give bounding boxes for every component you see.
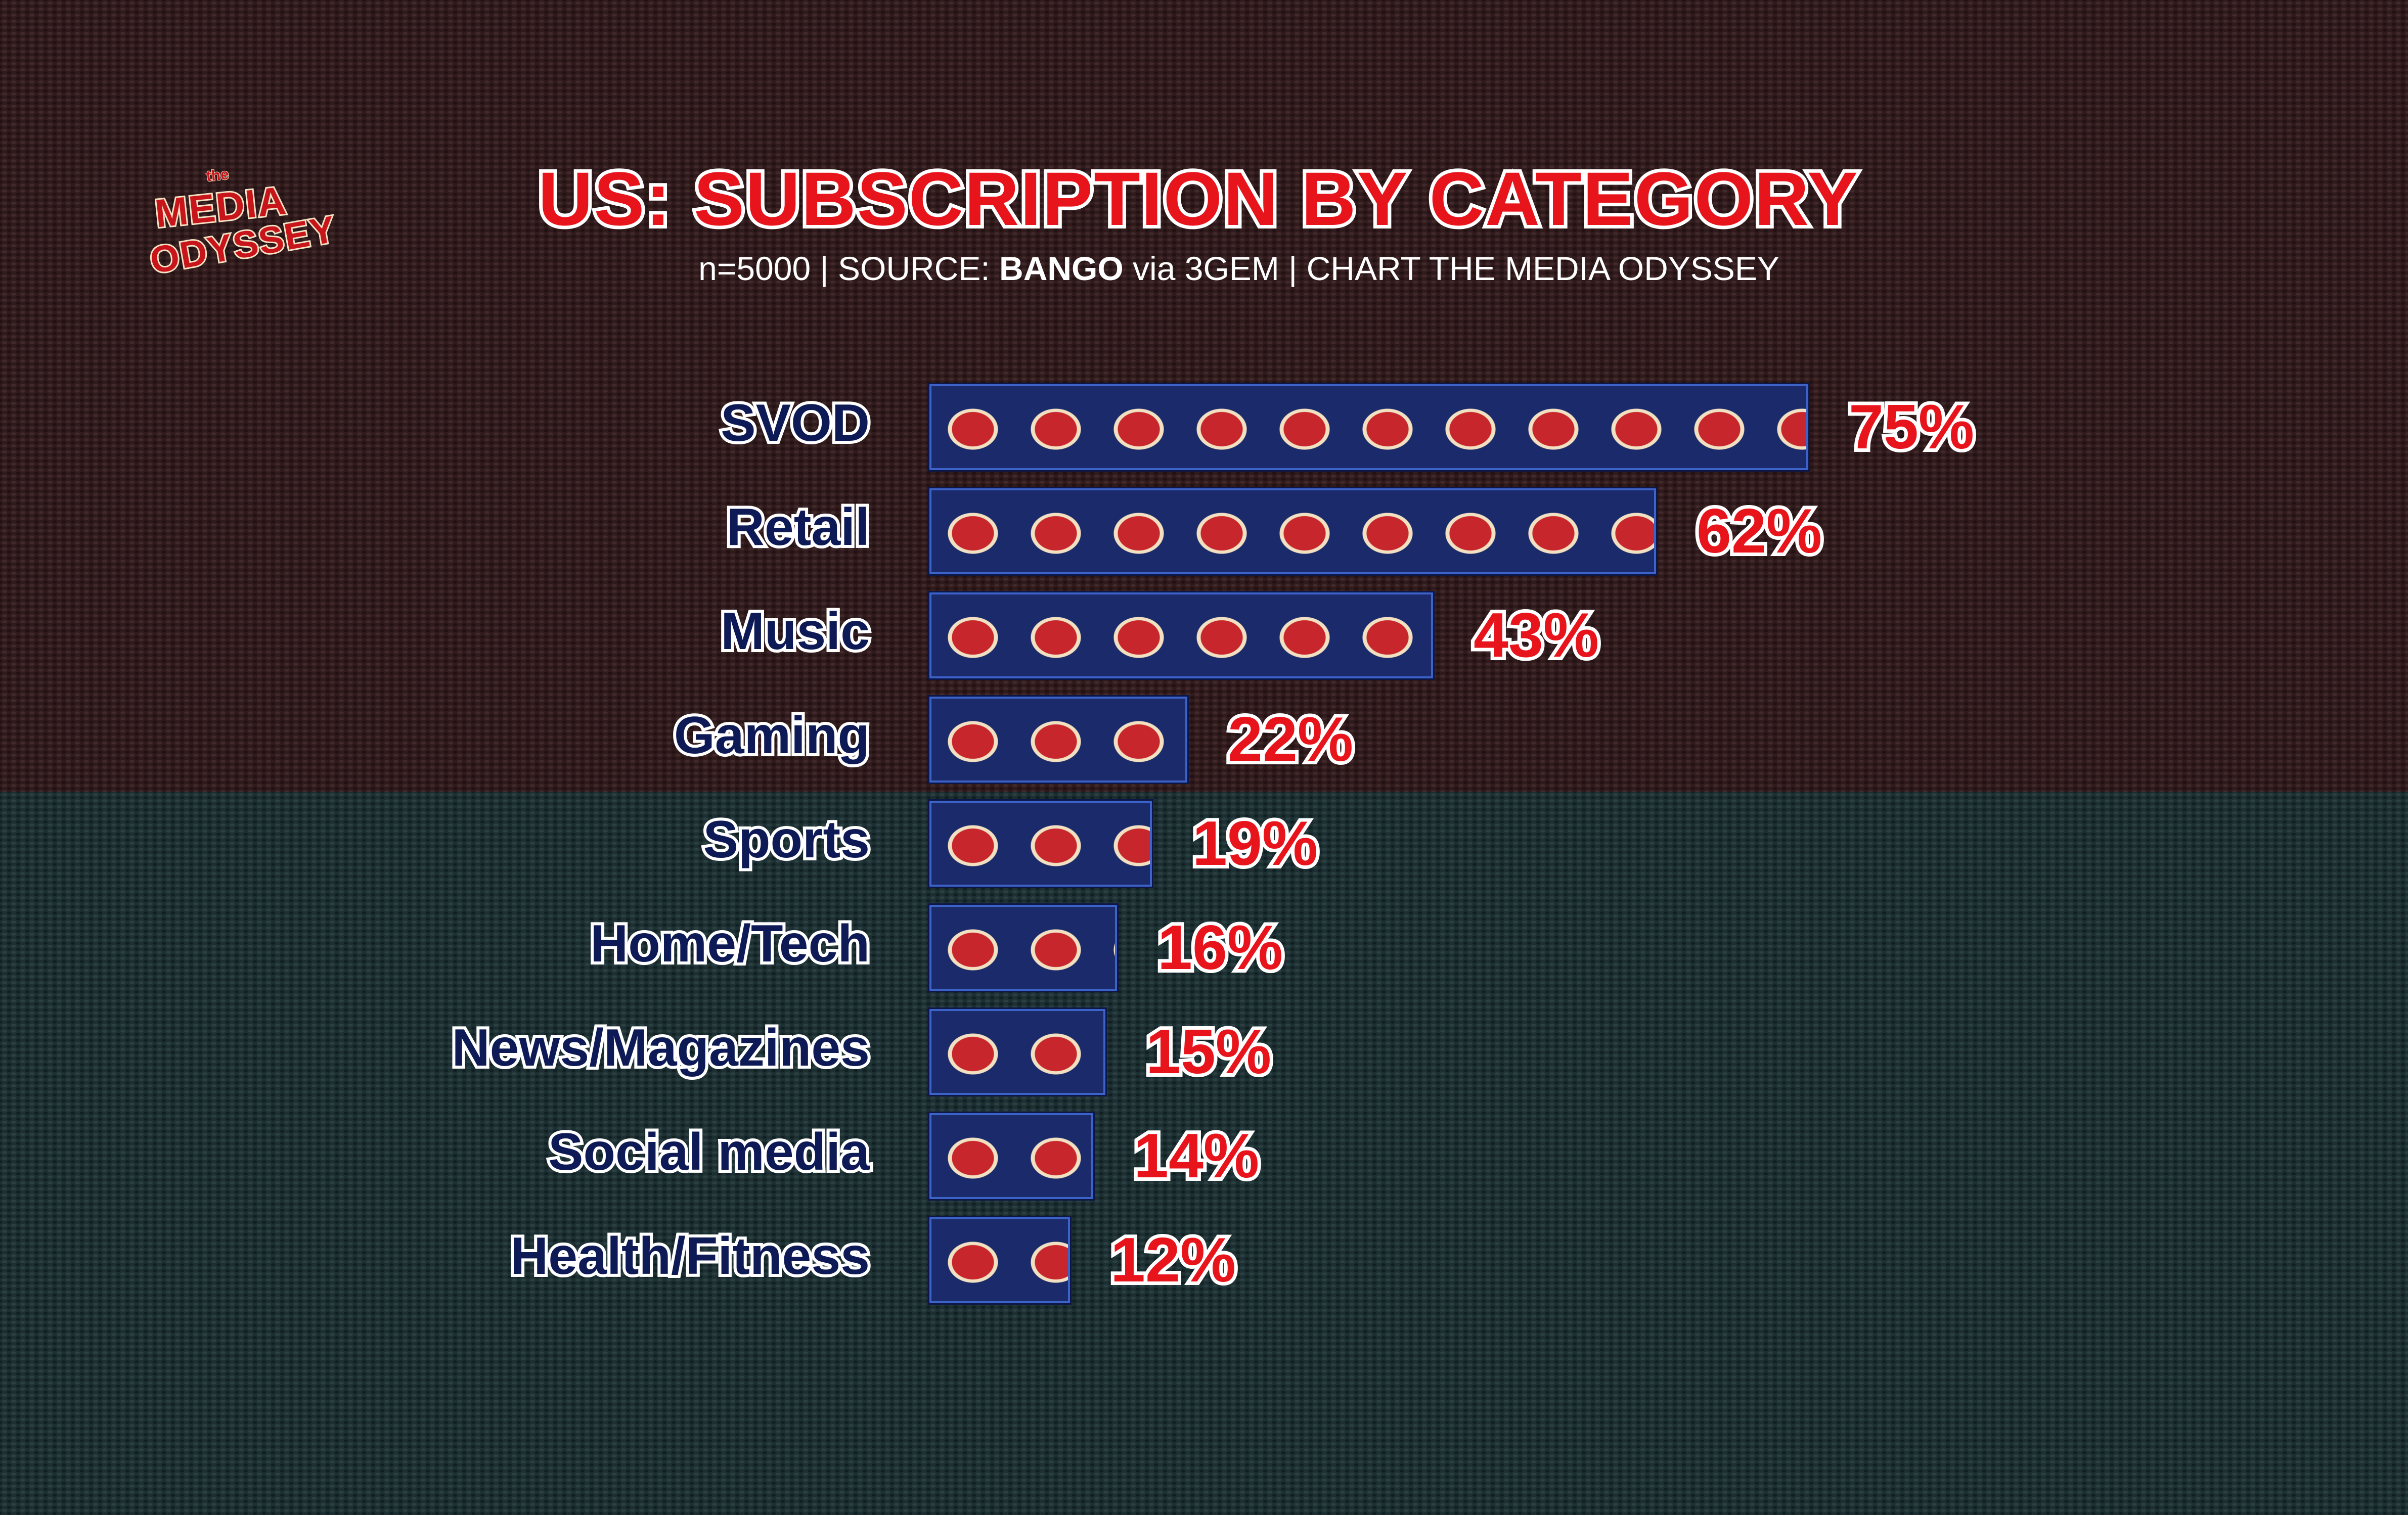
bar [928, 903, 1119, 992]
chart-title: US: SUBSCRIPTION BY CATEGORY [534, 156, 1861, 241]
value-label: 75% [1845, 389, 1978, 466]
value-label: 14% [1130, 1118, 1263, 1195]
category-label: Social media [545, 1123, 873, 1181]
bar [928, 591, 1435, 680]
value-label: 19% [1189, 805, 1321, 882]
background-bottom [0, 792, 2408, 1515]
subtitle-prefix: n=5000 | SOURCE: [698, 250, 1000, 287]
value-label: 15% [1142, 1014, 1275, 1090]
category-label: Home/Tech [587, 914, 873, 973]
category-label: Sports [700, 810, 873, 869]
category-label: Retail [724, 498, 873, 557]
subtitle-source: BANGO [999, 250, 1124, 287]
category-label: Music [718, 602, 873, 661]
category-label: Health/Fitness [507, 1227, 873, 1286]
value-label: 12% [1107, 1222, 1239, 1299]
bar [928, 695, 1189, 784]
chart-subtitle: n=5000 | SOURCE: BANGO via 3GEM | CHART … [506, 252, 1972, 285]
value-label: 16% [1154, 909, 1286, 986]
bar [928, 799, 1153, 888]
category-label: News/Magazines [449, 1019, 873, 1077]
bar [928, 1216, 1072, 1305]
media-odyssey-logo: the MEDIA ODYSSEY [141, 154, 341, 291]
category-label: SVOD [718, 394, 873, 452]
bar [928, 383, 1810, 472]
value-label: 62% [1693, 493, 1825, 570]
bar [928, 1007, 1107, 1096]
subtitle-suffix: via 3GEM | CHART THE MEDIA ODYSSEY [1123, 250, 1779, 287]
value-label: 43% [1470, 597, 1602, 674]
bar [928, 1112, 1095, 1201]
bar [928, 487, 1658, 576]
category-label: Gaming [671, 706, 873, 765]
value-label: 22% [1224, 701, 1357, 778]
